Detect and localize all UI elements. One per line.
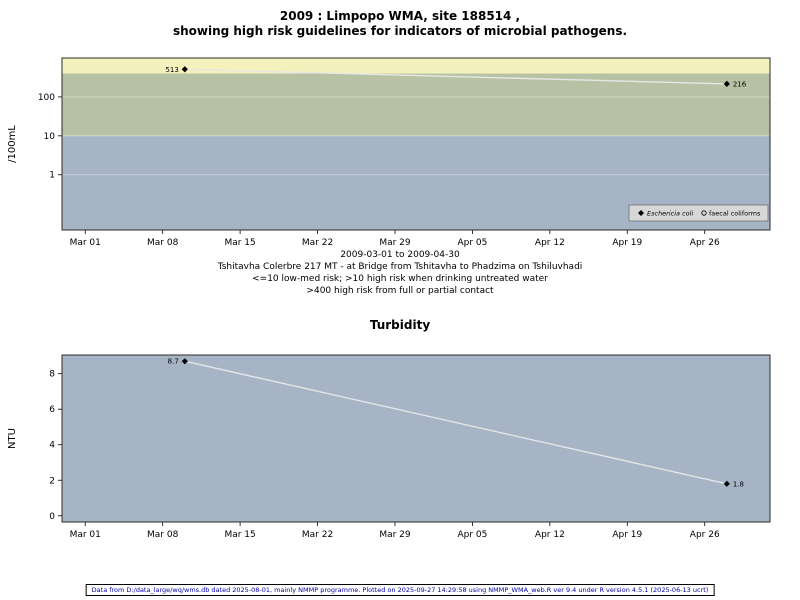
chart1-plot-border (61, 57, 771, 231)
chart1-ylabel: /100mL (7, 125, 18, 163)
chart1-point-label: 513 (165, 66, 178, 74)
chart2-xtick-label: Apr 19 (612, 530, 642, 540)
chart2-title: Turbidity (369, 318, 431, 332)
chart2-ytick-label: 2 (49, 476, 55, 486)
chart1-title-line2: showing high risk guidelines for indicat… (172, 24, 628, 38)
chart1-xtick-label: Apr 05 (457, 238, 487, 248)
footer-provenance: Data from D:/data_large/wq/wms.db dated … (85, 584, 715, 596)
chart1-point-marker (181, 66, 188, 73)
chart1-caption-risk-high: >400 high risk from full or partial cont… (306, 286, 494, 296)
chart2-ylabel: NTU (7, 428, 18, 449)
legend-ecoli-label: Eschericia coli (647, 210, 693, 218)
chart2-xtick-label: Mar 01 (70, 530, 101, 540)
legend-coliform-circle-icon (701, 210, 707, 216)
chart2-point-marker (181, 358, 188, 365)
chart1-xtick-label: Apr 19 (612, 238, 642, 248)
chart1-caption-risk-low: <=10 low-med risk; >10 high risk when dr… (252, 274, 548, 284)
chart1-xtick-label: Mar 08 (147, 238, 179, 248)
chart1-xtick-label: Mar 29 (379, 238, 411, 248)
chart1-series-line (184, 68, 727, 85)
chart1-point-label: 216 (733, 80, 747, 88)
legend-coliform-label: faecal coliforms (709, 210, 761, 218)
chart2-point-label: 8.7 (168, 358, 179, 366)
chart2-plot-border (61, 354, 771, 523)
chart1-ytick-label: 1 (49, 171, 55, 181)
chart1-xtick-label: Mar 22 (302, 238, 333, 248)
chart1-xtick-label: Mar 15 (224, 238, 255, 248)
chart1-ytick-label: 10 (44, 132, 56, 142)
chart1-ytick-label: 100 (38, 93, 55, 103)
chart2-xtick-label: Apr 26 (690, 530, 720, 540)
chart2-plot-background (62, 355, 770, 522)
chart2-xtick-label: Mar 22 (302, 530, 333, 540)
legend-ecoli-diamond-icon (638, 210, 644, 216)
chart1-risk-band-2 (62, 58, 770, 74)
chart1-xtick-label: Apr 12 (535, 238, 565, 248)
chart2-xtick-label: Apr 12 (535, 530, 565, 540)
chart2-point-marker (723, 480, 730, 487)
chart2-ytick-label: 6 (49, 405, 55, 415)
chart1-point-marker (723, 80, 730, 87)
chart2-xtick-label: Mar 29 (379, 530, 411, 540)
chart2-xtick-label: Mar 15 (224, 530, 255, 540)
chart2-ytick-label: 8 (49, 370, 55, 380)
chart1-xtick-label: Mar 01 (70, 238, 101, 248)
chart1-title-line1: 2009 : Limpopo WMA, site 188514 , (279, 9, 521, 23)
chart1-caption-site: Tshitavha Colerbre 217 MT - at Bridge fr… (217, 262, 583, 272)
chart2-series-line (184, 360, 728, 485)
chart2-ytick-label: 4 (49, 441, 55, 451)
chart2-point-label: 1.8 (733, 480, 744, 488)
chart1-risk-band-1 (62, 73, 770, 136)
chart2-ytick-label: 0 (49, 512, 55, 522)
chart1-xtick-label: Apr 26 (690, 238, 720, 248)
chart2-xtick-label: Mar 08 (147, 530, 179, 540)
chart2-xtick-label: Apr 05 (457, 530, 487, 540)
chart1-caption-daterange: 2009-03-01 to 2009-04-30 (340, 250, 460, 260)
chart1-legend-box (628, 204, 769, 222)
